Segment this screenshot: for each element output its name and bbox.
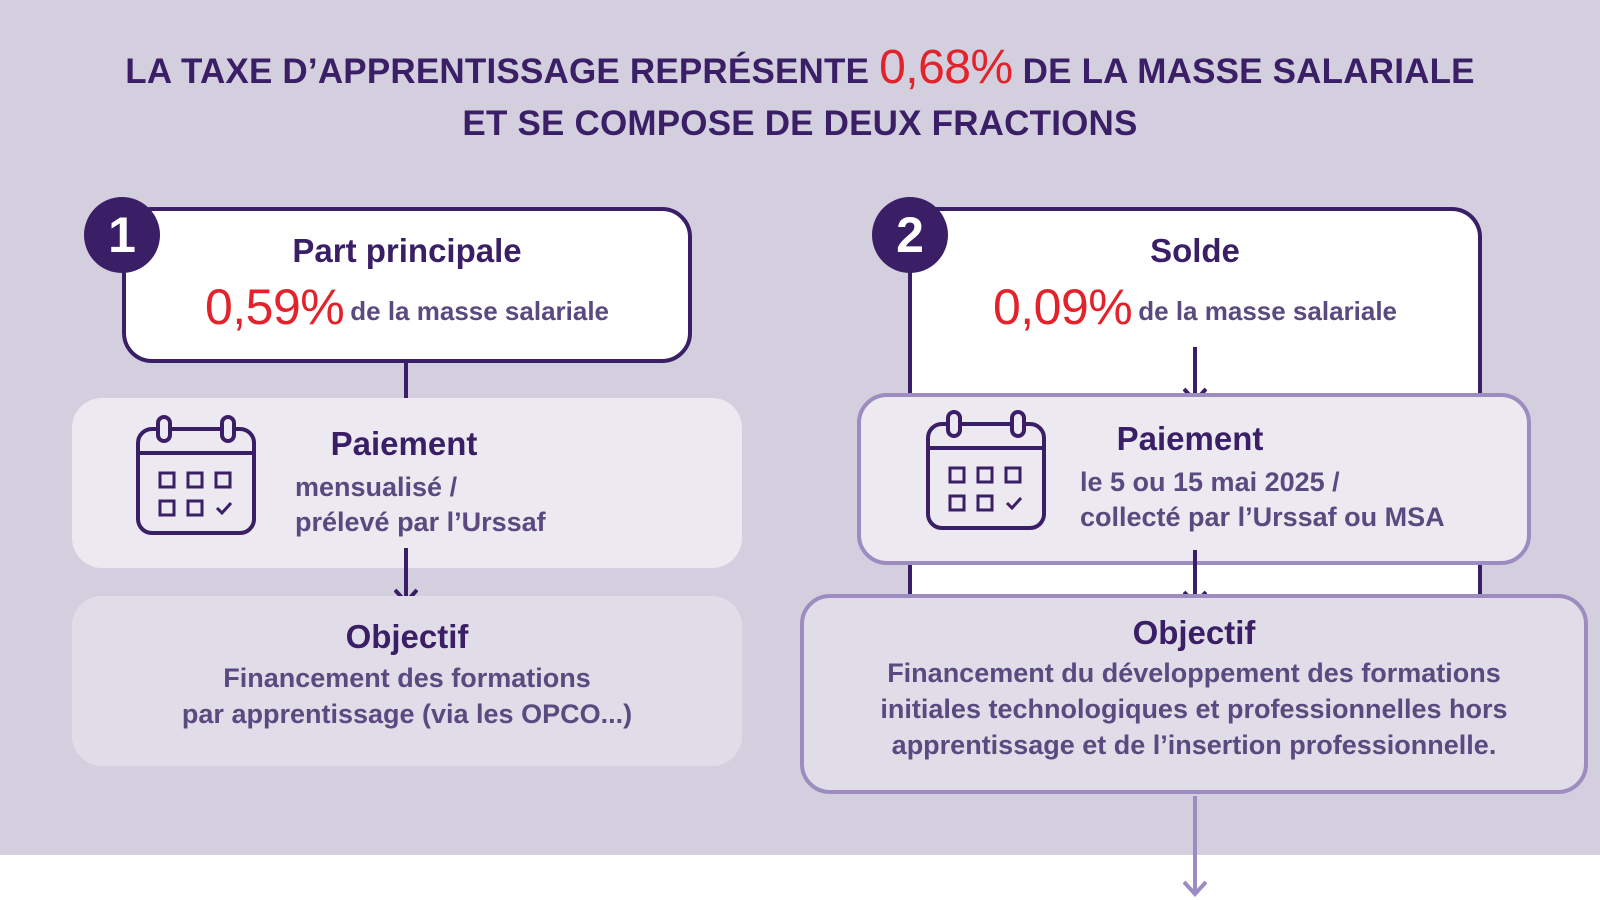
fraction-1-payment-title: Paiement bbox=[330, 425, 478, 462]
fraction-2-payment-box bbox=[857, 393, 1531, 565]
fraction-1-payment-line-1: mensualisé / bbox=[295, 472, 458, 502]
fraction-2-objective-box bbox=[800, 594, 1588, 794]
fraction-1-percent: 0,59% bbox=[204, 279, 345, 335]
fraction-2-payment-title: Paiement bbox=[1116, 420, 1264, 457]
fraction-1-percent-label: de la masse salariale bbox=[350, 296, 610, 326]
fraction-2-number-badge: 2 bbox=[872, 197, 948, 273]
fraction-1-payment-line-2: prélevé par l’Urssaf bbox=[295, 507, 546, 537]
fraction-1-number-badge: 1 bbox=[84, 197, 160, 273]
title-text-start: LA TAXE D’APPRENTISSAGE REPRÉSENTE bbox=[125, 52, 870, 91]
fraction-1-card bbox=[122, 207, 692, 363]
page-title: LA TAXE D’APPRENTISSAGE REPRÉSENTE 0,68%… bbox=[0, 42, 1600, 150]
fraction-2-rate: 0,09% de la masse salariale bbox=[908, 278, 1482, 336]
fraction-2-payment-line-1: le 5 ou 15 mai 2025 / bbox=[1080, 467, 1340, 497]
calendar-icon bbox=[136, 415, 256, 535]
fraction-2-title: Solde bbox=[1150, 232, 1240, 269]
fraction-1-objective-line-1: Financement des formations bbox=[223, 663, 591, 693]
fraction-1-title: Part principale bbox=[292, 232, 522, 269]
fraction-2-objective-line-1: Financement du développement des formati… bbox=[887, 658, 1501, 688]
calendar-icon bbox=[926, 410, 1046, 530]
title-percent: 0,68% bbox=[879, 41, 1013, 94]
fraction-1-objective-box bbox=[72, 596, 742, 766]
fraction-1-objective-title: Objectif bbox=[345, 618, 469, 655]
title-text-end: DE LA MASSE SALARIALE bbox=[1022, 52, 1475, 91]
title-line-1: LA TAXE D’APPRENTISSAGE REPRÉSENTE 0,68%… bbox=[0, 42, 1600, 98]
fraction-1-objective-line-2: par apprentissage (via les OPCO...) bbox=[181, 699, 633, 729]
arrow-down-icon bbox=[1183, 796, 1207, 897]
fraction-2-objective-line-3: apprentissage et de l’insertion professi… bbox=[891, 730, 1497, 760]
fraction-1-rate: 0,59% de la masse salariale bbox=[122, 278, 692, 336]
title-line-2: ET SE COMPOSE DE DEUX FRACTIONS bbox=[462, 104, 1138, 143]
fraction-2-percent: 0,09% bbox=[992, 279, 1133, 335]
fraction-2-objective-title: Objectif bbox=[1132, 614, 1256, 651]
fraction-2-objective-line-2: initiales technologiques et professionne… bbox=[880, 694, 1508, 724]
fraction-2-payment-line-2: collecté par l’Urssaf ou MSA bbox=[1080, 502, 1445, 532]
fraction-2-percent-label: de la masse salariale bbox=[1138, 296, 1398, 326]
fraction-1-payment-box bbox=[72, 398, 742, 568]
